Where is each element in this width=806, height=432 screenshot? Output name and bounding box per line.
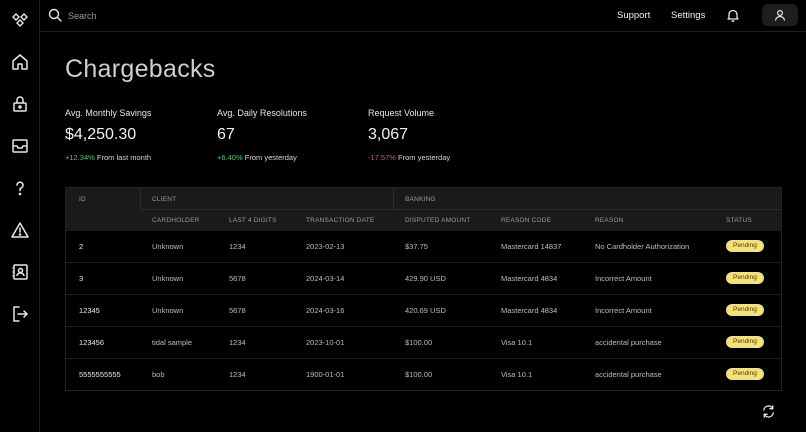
stat-change-percent: +6.40% [217, 153, 243, 162]
stat-value: 67 [217, 126, 235, 143]
cell-cardholder: tidal sample [152, 338, 193, 347]
status-badge: Pending [726, 272, 764, 284]
cell-last4: 1234 [229, 338, 246, 347]
column-header-status[interactable]: STATUS [726, 217, 752, 224]
cell-cardholder: bob [152, 370, 165, 379]
table-row[interactable]: 12345 Unknown 5678 2024-03-16 420.69 USD… [66, 295, 781, 327]
cell-last4: 5678 [229, 274, 246, 283]
question-icon[interactable] [10, 178, 30, 198]
table-row[interactable]: 123456 tidal sample 1234 2023-10-01 $100… [66, 327, 781, 359]
sidebar [0, 0, 40, 432]
group-header-client: CLIENT [152, 196, 177, 203]
search-icon [48, 8, 62, 22]
cell-date: 2024-03-16 [306, 306, 345, 315]
cell-amount: 429.90 USD [405, 274, 446, 283]
cell-reason-code: Mastercard 14837 [501, 242, 562, 251]
logout-icon[interactable] [10, 304, 30, 324]
stat-value: $4,250.30 [65, 126, 137, 143]
cell-reason-code: Mastercard 4834 [501, 274, 558, 283]
cell-date: 1900-01-01 [306, 370, 345, 379]
stat-change: +12.34% From last month [65, 153, 215, 162]
cell-id: 5555555555 [79, 370, 121, 379]
stat-label: Request Volume [368, 108, 435, 118]
cell-date: 2023-02-13 [306, 242, 345, 251]
status-badge: Pending [726, 336, 764, 348]
cell-amount: 420.69 USD [405, 306, 446, 315]
column-header-reason-code[interactable]: REASON CODE [501, 217, 552, 224]
top-bar: Support Settings [40, 0, 806, 32]
stat-change-percent: -17.57% [368, 153, 396, 162]
search-input[interactable] [68, 7, 368, 25]
cell-reason-code: Visa 10.1 [501, 338, 533, 347]
cell-date: 2024-03-14 [306, 274, 345, 283]
cell-reason: accidental purchase [595, 370, 662, 379]
status-badge: Pending [726, 240, 764, 252]
cell-reason: Incorrect Amount [595, 306, 652, 315]
chargebacks-table: ID CLIENT BANKING CARDHOLDER LAST 4 DIGI… [65, 187, 782, 391]
cell-reason: Incorrect Amount [595, 274, 652, 283]
column-header-cardholder[interactable]: CARDHOLDER [152, 217, 200, 224]
cell-id: 3 [79, 274, 84, 283]
table-row[interactable]: 2 Unknown 1234 2023-02-13 $37.75 Masterc… [66, 231, 781, 263]
status-badge: Pending [726, 304, 764, 316]
stat-value: 3,067 [368, 126, 409, 143]
stat-change-suffix: From yesterday [398, 153, 451, 162]
contact-icon[interactable] [10, 262, 30, 282]
cell-cardholder: Unknown [152, 306, 184, 315]
table-header: ID CLIENT BANKING CARDHOLDER LAST 4 DIGI… [66, 188, 781, 231]
stat-label: Avg. Daily Resolutions [217, 108, 307, 118]
column-header-date[interactable]: TRANSACTION DATE [306, 217, 375, 224]
stat-card-savings: Avg. Monthly Savings $4,250.30 +12.34% F… [65, 108, 215, 162]
cell-reason: accidental purchase [595, 338, 662, 347]
cell-last4: 1234 [229, 370, 246, 379]
page-title: Chargebacks [65, 55, 216, 83]
cell-cardholder: Unknown [152, 242, 184, 251]
table-row[interactable]: 5555555555 bob 1234 1900-01-01 $100.00 V… [66, 359, 781, 391]
lock-icon[interactable] [10, 94, 30, 114]
group-header-banking: BANKING [405, 196, 436, 203]
stat-card-volume: Request Volume 3,067 -17.57% From yester… [368, 108, 518, 162]
column-header-id[interactable]: ID [79, 196, 86, 203]
stat-card-resolutions: Avg. Daily Resolutions 67 +6.40% From ye… [217, 108, 367, 162]
stat-label: Avg. Monthly Savings [65, 108, 152, 118]
stat-change: -17.57% From yesterday [368, 153, 518, 162]
column-header-amount[interactable]: DISPUTED AMOUNT [405, 217, 471, 224]
warning-icon[interactable] [10, 220, 30, 240]
support-link[interactable]: Support [617, 10, 651, 21]
home-icon[interactable] [10, 52, 30, 72]
column-header-reason[interactable]: REASON [595, 217, 624, 224]
cell-amount: $100.00 [405, 370, 433, 379]
stat-change-suffix: From last month [96, 153, 152, 162]
cell-reason: No Cardholder Authorization [595, 242, 690, 251]
cell-date: 2023-10-01 [306, 338, 345, 347]
settings-link[interactable]: Settings [671, 10, 706, 21]
refresh-icon[interactable] [761, 404, 776, 419]
status-badge: Pending [726, 368, 764, 380]
cell-id: 12345 [79, 306, 100, 315]
cell-amount: $100.00 [405, 338, 433, 347]
inbox-icon[interactable] [10, 136, 30, 156]
cell-reason-code: Visa 10.1 [501, 370, 533, 379]
cell-last4: 1234 [229, 242, 246, 251]
cell-cardholder: Unknown [152, 274, 184, 283]
cell-amount: $37.75 [405, 242, 428, 251]
cell-id: 123456 [79, 338, 105, 347]
cell-last4: 5678 [229, 306, 246, 315]
user-menu-button[interactable] [762, 4, 798, 26]
user-icon [774, 9, 786, 21]
table-row[interactable]: 3 Unknown 5678 2024-03-14 429.90 USD Mas… [66, 263, 781, 295]
stat-change: +6.40% From yesterday [217, 153, 367, 162]
stat-change-suffix: From yesterday [244, 153, 297, 162]
cell-id: 2 [79, 242, 84, 251]
cell-reason-code: Mastercard 4834 [501, 306, 558, 315]
bell-icon[interactable] [726, 8, 740, 22]
stat-change-percent: +12.34% [65, 153, 95, 162]
column-header-last4[interactable]: LAST 4 DIGITS [229, 217, 277, 224]
app-logo[interactable] [10, 10, 30, 30]
